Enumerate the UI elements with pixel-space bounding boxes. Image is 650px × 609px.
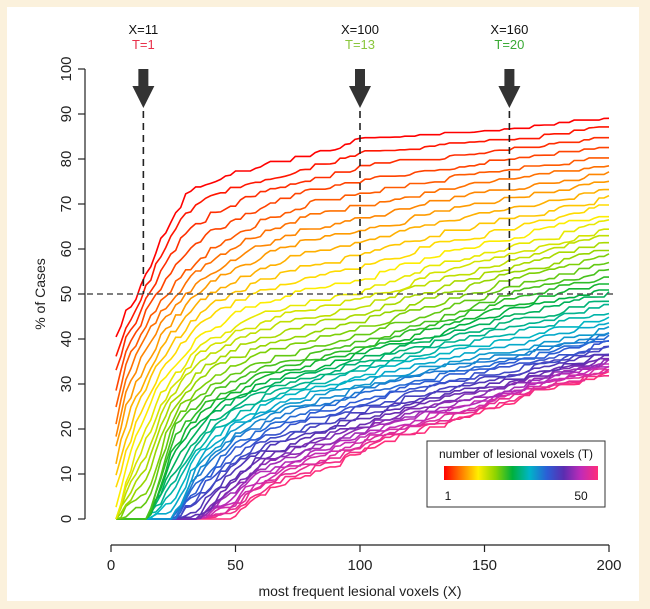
series-line-T37 (116, 345, 610, 520)
series-line-T22 (116, 283, 609, 520)
x-tick-label: 200 (596, 557, 621, 574)
y-tick-label: 40 (58, 331, 75, 348)
series-line-T6 (115, 165, 610, 425)
series-line-T30 (116, 325, 610, 520)
figure-frame: 0 50 100 150 200 0 10 20 30 40 50 60 70 80 90 100 most f… (7, 7, 639, 601)
x-tick-label: 50 (227, 557, 244, 574)
series-line-T25 (116, 300, 609, 520)
series-line-T16 (115, 241, 609, 520)
y-tick-label: 100 (58, 56, 75, 81)
y-tick-label: 30 (58, 376, 75, 393)
y-axis-title: % of Cases (32, 258, 48, 330)
x-tick-label: 100 (347, 557, 372, 574)
series-line-T9 (115, 188, 609, 465)
y-tick-label: 50 (58, 286, 75, 303)
series-line-T32 (116, 332, 610, 520)
series-line-T17 (115, 249, 609, 520)
series-line-T41 (116, 357, 609, 520)
series-line-T19 (115, 261, 610, 520)
annotation-t-label: T=1 (132, 37, 155, 52)
x-tick-label: 150 (472, 557, 497, 574)
series-line-T27 (116, 312, 610, 520)
y-tick-label: 10 (58, 466, 75, 483)
annotation-arrow-icon (498, 69, 521, 108)
series-line-T2 (115, 126, 609, 357)
series-line-T7 (115, 171, 610, 437)
legend-color-ramp (444, 466, 598, 480)
y-tick-label: 90 (58, 106, 75, 123)
series-line-T11 (115, 204, 609, 488)
series-line-T20 (116, 268, 610, 520)
series-line-T28 (116, 316, 610, 520)
annotation-arrow-icon (349, 69, 371, 108)
annotation-x-label: X=100 (341, 22, 379, 37)
annotation-t-label: T=20 (494, 37, 524, 52)
series-line-T14 (115, 228, 609, 520)
series-line-T39 (116, 354, 609, 520)
series-line-T36 (116, 345, 610, 520)
series-line-T35 (116, 340, 609, 520)
series-line-T10 (115, 194, 610, 476)
series-line-T40 (116, 354, 609, 520)
series-line-T15 (115, 234, 609, 520)
series-line-T26 (116, 303, 609, 520)
y-tick-label: 20 (58, 421, 75, 438)
y-tick-label: 60 (58, 241, 75, 258)
x-tick-label: 0 (107, 557, 115, 574)
annotation-x-label: X=11 (128, 22, 158, 37)
series-line-T31 (116, 331, 610, 520)
series-line-T23 (116, 289, 609, 520)
series-line-T12 (115, 215, 609, 508)
series-line-T3 (115, 136, 609, 371)
series-line-T33 (116, 334, 610, 520)
series-line-T4 (115, 146, 609, 391)
annotation-t-label: T=13 (345, 37, 375, 52)
legend-max-label: 50 (574, 489, 588, 503)
series-line-T21 (116, 276, 609, 520)
series-line-T5 (115, 157, 609, 408)
series-line-T24 (116, 291, 610, 520)
legend-min-label: 1 (445, 489, 452, 503)
y-tick-label: 80 (58, 151, 75, 168)
legend-title: number of lesional voxels (T) (439, 447, 593, 461)
x-axis-title: most frequent lesional voxels (X) (258, 583, 461, 599)
series-line-T29 (116, 322, 610, 520)
series-line-T18 (115, 253, 610, 520)
series-line-T1 (115, 117, 610, 338)
series-line-T13 (115, 219, 610, 520)
y-tick-label: 70 (58, 196, 75, 213)
annotation-x-label: X=160 (490, 22, 528, 37)
annotation-arrow-icon (132, 69, 155, 108)
y-tick-label: 0 (58, 515, 75, 523)
